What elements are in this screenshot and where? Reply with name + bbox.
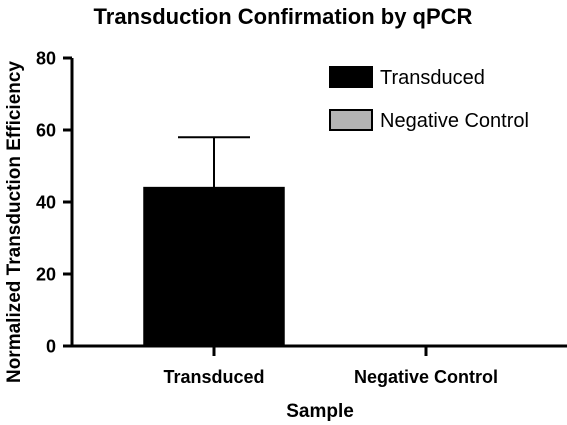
legend-label-negative-control: Negative Control: [380, 110, 529, 132]
chart-title: Transduction Confirmation by qPCR: [94, 4, 473, 29]
legend: Transduced Negative Control: [329, 66, 529, 132]
y-tick-label-40: 40: [36, 193, 56, 213]
y-axis-label: Normalized Transduction Efficiency: [4, 61, 25, 383]
y-tick-label-80: 80: [36, 49, 56, 69]
legend-label-transduced: Transduced: [380, 67, 485, 89]
x-tick-label-transduced: Transduced: [163, 367, 264, 387]
x-axis-label: Sample: [286, 401, 354, 422]
legend-swatch-negative-control: [329, 109, 373, 131]
y-tick-label-20: 20: [36, 265, 56, 285]
y-tick-label-0: 0: [46, 337, 56, 357]
y-tick-label-60: 60: [36, 121, 56, 141]
bar-transduced: [143, 186, 285, 347]
plot-area: 0 20 40 60 80 Transduced Negative Control: [36, 49, 498, 388]
legend-swatch-transduced: [329, 66, 373, 88]
x-tick-label-negative-control: Negative Control: [354, 367, 498, 387]
